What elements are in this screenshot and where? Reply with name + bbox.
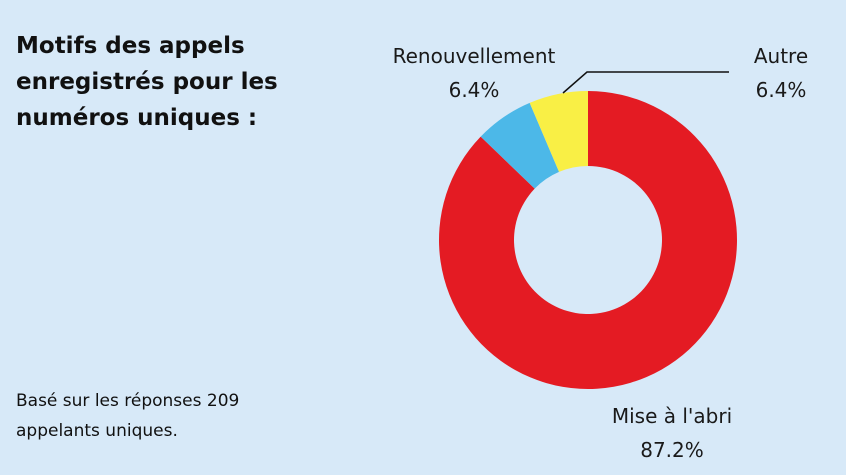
value-renouvellement: 6.4% bbox=[449, 78, 500, 102]
slice-mise-l-abri bbox=[439, 91, 737, 389]
note-line: Basé sur les réponses 209 bbox=[16, 391, 240, 411]
title-line: Motifs des appels bbox=[16, 33, 245, 59]
title-line: enregistrés pour les bbox=[16, 69, 278, 95]
label-renouvellement: Renouvellement bbox=[393, 44, 556, 68]
label-autre: Autre bbox=[754, 44, 808, 68]
value-autre: 6.4% bbox=[756, 78, 807, 102]
leader-line-autre bbox=[562, 71, 729, 94]
slice-autre bbox=[529, 91, 588, 172]
sample-note: Basé sur les réponses 209 appelants uniq… bbox=[16, 386, 239, 446]
chart-title: Motifs des appels enregistrés pour les n… bbox=[16, 28, 336, 136]
title-line: numéros uniques : bbox=[16, 105, 258, 131]
value-mise-a-labri: 87.2% bbox=[640, 438, 704, 462]
label-mise-a-labri: Mise à l'abri bbox=[612, 404, 732, 428]
slice-renouvellement bbox=[480, 102, 560, 189]
note-line: appelants uniques. bbox=[16, 421, 178, 441]
